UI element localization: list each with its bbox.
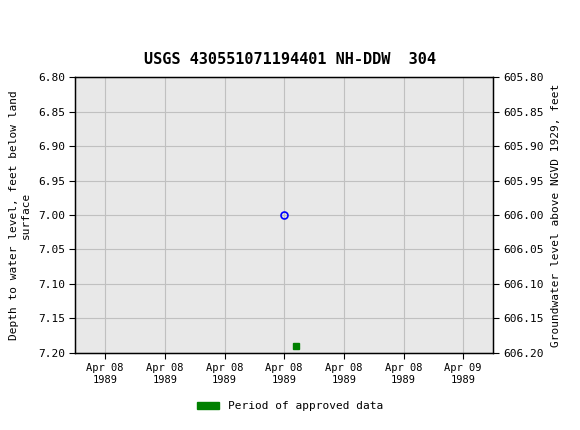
Text: █USGS: █USGS [12,15,70,37]
Y-axis label: Groundwater level above NGVD 1929, feet: Groundwater level above NGVD 1929, feet [551,83,561,347]
Y-axis label: Depth to water level, feet below land
surface: Depth to water level, feet below land su… [9,90,31,340]
Text: USGS 430551071194401 NH-DDW  304: USGS 430551071194401 NH-DDW 304 [144,52,436,67]
Legend: Period of approved data: Period of approved data [193,397,387,416]
